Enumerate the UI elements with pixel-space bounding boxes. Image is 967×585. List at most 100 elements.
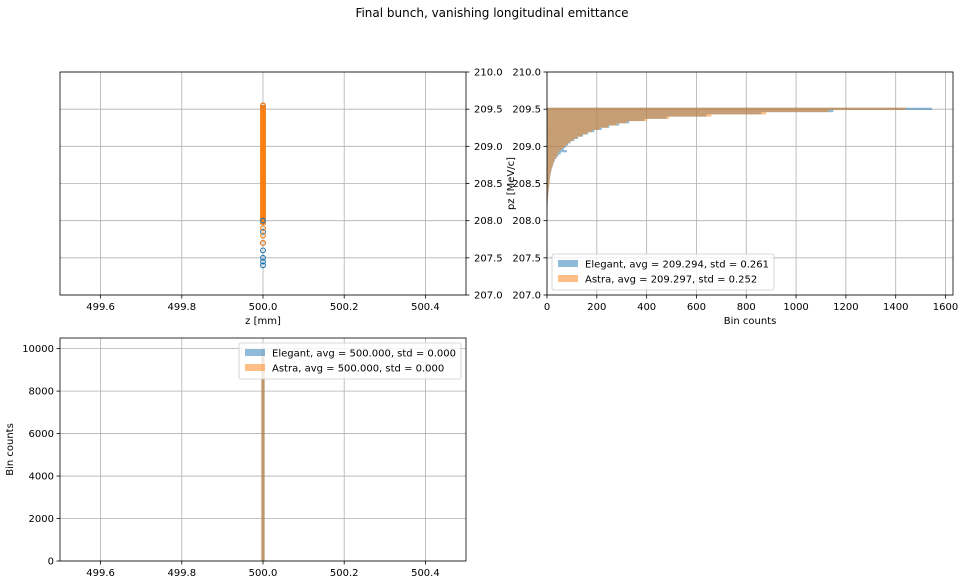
y-axis-label: pz [MeV/c]	[506, 157, 517, 210]
z-histogram-axes: 499.6 499.8 500.0 500.2 500.4 0 2000 4000 6000 80…	[5, 337, 467, 579]
histogram-bar	[547, 158, 555, 162]
y-tick-label: 208.5	[474, 179, 503, 190]
histogram-bar	[547, 185, 549, 188]
histogram-bar	[547, 165, 553, 168]
histogram-bar	[547, 150, 560, 153]
legend: Elegant, avg = 209.294, std = 0.261 Astra…	[551, 253, 775, 291]
histogram-bar	[547, 136, 577, 139]
histogram-bar	[547, 138, 574, 142]
axes-frame	[546, 71, 954, 296]
legend-swatch	[245, 364, 265, 371]
legend-swatch	[245, 349, 265, 356]
histogram-bar	[547, 196, 548, 200]
x-tick-label: 500.0	[249, 302, 278, 313]
z-histogram-bars	[261, 348, 265, 561]
histogram-bar	[547, 161, 554, 164]
y-tick-label: 210.0	[474, 68, 503, 79]
histogram-bar	[547, 176, 550, 180]
scatter-points	[260, 102, 266, 269]
y-tick-label: 209.0	[474, 142, 503, 153]
x-tick-label: 500.4	[411, 568, 440, 579]
y-tick-label: 208.5	[512, 179, 541, 190]
legend-entry: Astra, avg = 500.000, std = 0.000	[272, 364, 444, 375]
histogram-bar	[547, 114, 712, 117]
x-tick-label: 1600	[933, 302, 958, 313]
histogram-bar	[547, 118, 647, 122]
histogram-bar	[547, 109, 829, 113]
scatter-point	[260, 254, 266, 261]
y-tick-label: 207.5	[474, 253, 503, 264]
histogram-bar	[547, 107, 906, 110]
x-tick-label: 500.4	[411, 302, 440, 313]
histogram-bar	[547, 141, 570, 144]
x-tick-label: 1200	[833, 302, 858, 313]
y-tick-label: 6000	[29, 429, 54, 440]
x-tick-label: 499.8	[167, 568, 196, 579]
y-tick-label: 207.0	[474, 291, 503, 302]
x-axis-label: z [mm]	[245, 316, 281, 327]
legend-box	[238, 342, 462, 380]
legend-box	[551, 253, 775, 291]
histogram-bar	[547, 167, 552, 171]
scatter-point	[260, 228, 266, 235]
x-tick-label: 499.8	[167, 302, 196, 313]
y-tick-label: 207.0	[512, 291, 541, 302]
legend-swatch	[558, 275, 578, 282]
scatter-axes: 499.6 499.8 500.0 500.2 500.4 207.0 207.5 208.0…	[59, 68, 503, 327]
histogram-bar	[547, 190, 549, 193]
scatter-point	[260, 247, 266, 254]
histogram-bar	[547, 181, 550, 184]
histogram-bar	[547, 134, 582, 137]
y-tick-label: 10000	[22, 344, 54, 355]
bar-series	[547, 107, 906, 213]
legend-entry: Astra, avg = 209.297, std = 0.252	[585, 275, 757, 286]
y-tick-label: 2000	[29, 514, 54, 525]
histogram-bar	[547, 174, 551, 177]
histogram-bar	[547, 179, 550, 182]
legend-entry: Elegant, avg = 209.294, std = 0.261	[585, 260, 769, 271]
histogram-bar	[547, 192, 549, 195]
axes-frame	[59, 71, 467, 296]
y-tick-label: 208.0	[474, 216, 503, 227]
histogram-bar	[547, 127, 600, 130]
histogram-bar	[547, 152, 559, 155]
y-tick-label: 208.0	[512, 216, 541, 227]
scatter-point	[260, 240, 266, 246]
legend: Elegant, avg = 500.000, std = 0.000 Astra…	[238, 342, 462, 380]
y-tick-label: 207.5	[512, 253, 541, 264]
legend-entry: Elegant, avg = 500.000, std = 0.000	[272, 349, 456, 360]
histogram-bar	[547, 116, 670, 119]
y-tick-label: 209.5	[474, 105, 503, 116]
histogram-bar	[547, 147, 562, 151]
x-tick-label: 600	[687, 302, 706, 313]
scatter-point	[260, 262, 266, 269]
histogram-bar	[547, 112, 767, 115]
y-tick-label: 210.0	[512, 68, 541, 79]
x-tick-label: 400	[637, 302, 656, 313]
histogram-bar	[547, 194, 548, 197]
y-tick-label: 0	[48, 557, 54, 568]
histogram-bar	[547, 143, 567, 146]
x-tick-label: 500.0	[249, 568, 278, 579]
legend-swatch	[558, 260, 578, 267]
scatter-dense-band	[260, 105, 266, 225]
scatter-point	[260, 102, 266, 109]
histogram-bar	[547, 163, 553, 166]
x-tick-label: 800	[737, 302, 756, 313]
histogram-bar	[547, 156, 556, 159]
histogram-bar	[261, 348, 265, 561]
x-tick-label: 1000	[783, 302, 808, 313]
histogram-bar	[547, 170, 551, 173]
x-tick-label: 200	[587, 302, 606, 313]
y-tick-label: 8000	[29, 387, 54, 398]
histogram-bar	[547, 172, 551, 175]
x-tick-label: 500.2	[330, 302, 359, 313]
x-tick-label: 499.6	[86, 302, 115, 313]
histogram-bar	[547, 183, 550, 186]
y-tick-label: 209.5	[512, 105, 541, 116]
figure-title: Final bunch, vanishing longitudinal emit…	[355, 6, 628, 20]
y-tick-label: 4000	[29, 472, 54, 483]
x-tick-label: 499.6	[86, 568, 115, 579]
histogram-bar	[547, 132, 587, 135]
